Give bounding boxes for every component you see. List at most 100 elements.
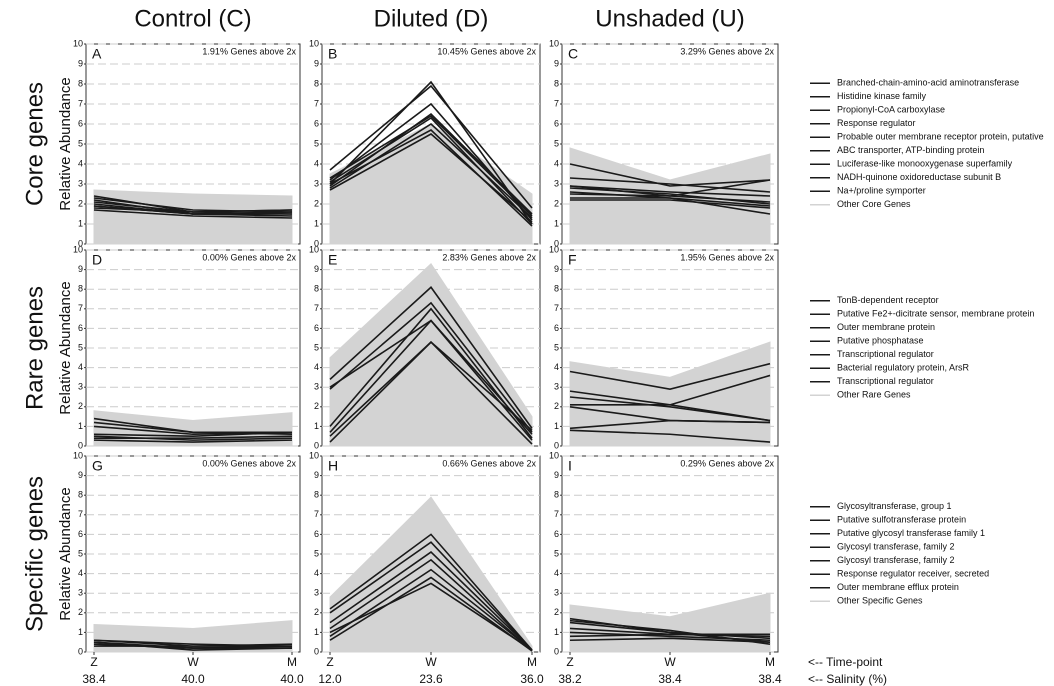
- gene-line: [93, 643, 292, 649]
- y-tick-label: 4: [554, 568, 559, 578]
- y-tick-label: 6: [78, 529, 83, 539]
- y-tick-label: 7: [314, 509, 319, 519]
- y-tick-label: 9: [314, 264, 319, 274]
- y-tick-label: 8: [314, 490, 319, 500]
- panel-annotation: 1.95% Genes above 2x: [680, 252, 774, 262]
- legend-label: Putative Fe2+-dicitrate sensor, membrane…: [837, 309, 1034, 319]
- panel-letter: E: [328, 252, 337, 268]
- y-tick-label: 2: [554, 401, 559, 411]
- gene-line: [93, 205, 293, 215]
- y-tick-label: 6: [554, 529, 559, 539]
- y-tick-label: 7: [554, 303, 559, 313]
- y-tick-label: 5: [314, 342, 319, 352]
- other-genes-area: [569, 341, 771, 447]
- gene-line: [570, 197, 771, 207]
- y-tick-label: 9: [314, 58, 319, 68]
- y-tick-label: 0: [554, 440, 559, 450]
- y-tick-label: 8: [554, 78, 559, 88]
- legend-label: Branched-chain-amino-acid aminotransfera…: [837, 78, 1019, 88]
- gene-line: [569, 177, 771, 193]
- legend-label: ABC transporter, ATP-binding protein: [837, 145, 984, 155]
- y-tick-label: 8: [78, 284, 83, 294]
- gene-line: [329, 112, 533, 215]
- panel-annotation: 3.29% Genes above 2x: [680, 46, 774, 56]
- gene-line: [569, 185, 771, 197]
- gene-line: [329, 582, 533, 651]
- y-tick-label: 6: [554, 118, 559, 128]
- y-tick-label: 3: [314, 588, 319, 598]
- y-tick-label: 2: [314, 198, 319, 208]
- gene-line: [570, 374, 771, 406]
- legend-label: NADH-quinone oxidoreductase subunit B: [837, 172, 1001, 182]
- y-tick-label: 7: [78, 509, 83, 519]
- legend-label: Outer membrane efflux protein: [837, 582, 959, 592]
- row-label: Core genes: [21, 82, 48, 206]
- y-tick-label: 7: [554, 98, 559, 108]
- y-tick-label: 3: [78, 382, 83, 392]
- y-tick-label: 4: [78, 158, 83, 168]
- y-tick-label: 2: [78, 607, 83, 617]
- y-tick-label: 3: [78, 588, 83, 598]
- panel-annotation: 0.00% Genes above 2x: [202, 252, 296, 262]
- x-tick-label: Z: [90, 655, 97, 669]
- gene-line: [569, 396, 771, 422]
- gene-line: [569, 633, 771, 638]
- panel-annotation: 10.45% Genes above 2x: [437, 46, 536, 56]
- gene-line: [93, 197, 293, 213]
- panel-annotation: 2.83% Genes above 2x: [442, 252, 536, 262]
- y-tick-label: 3: [554, 178, 559, 188]
- y-tick-label: 6: [554, 323, 559, 333]
- y-tick-label: 5: [78, 138, 83, 148]
- y-tick-label: 1: [314, 218, 319, 228]
- y-tick-label: 8: [78, 490, 83, 500]
- legend-label: Putative glycosyl transferase family 1: [837, 528, 985, 538]
- legend-label: Response regulator: [837, 118, 916, 128]
- x-tick-label: Z: [326, 655, 333, 669]
- legend-label: Glycosyl transferase, family 2: [837, 555, 955, 565]
- x-tick-label: W: [187, 655, 199, 669]
- y-tick-label: 1: [554, 421, 559, 431]
- y-tick-label: 4: [314, 158, 319, 168]
- gene-line: [93, 209, 293, 219]
- legend-label: Response regulator receiver, secreted: [837, 569, 989, 579]
- y-tick-label: 0: [78, 238, 83, 248]
- y-tick-label: 8: [314, 284, 319, 294]
- legend-label: Probable outer membrane receptor protein…: [837, 132, 1044, 142]
- y-tick-label: 4: [314, 568, 319, 578]
- gene-line: [329, 84, 533, 209]
- y-tick-label: 1: [554, 218, 559, 228]
- legend-label: Glycosyltransferase, group 1: [837, 501, 952, 511]
- y-tick-label: 5: [554, 548, 559, 558]
- y-tick-label: 9: [554, 264, 559, 274]
- gene-line: [329, 558, 533, 652]
- y-tick-label: 2: [554, 198, 559, 208]
- gene-line: [93, 639, 293, 647]
- y-tick-label: 5: [314, 548, 319, 558]
- y-tick-label: 10: [309, 244, 319, 254]
- gene-line: [329, 116, 533, 225]
- legend-label: Propionyl-CoA carboxylase: [837, 105, 945, 115]
- gene-line: [329, 307, 533, 439]
- y-tick-label: 8: [314, 78, 319, 88]
- y-tick-label: 3: [314, 382, 319, 392]
- y-tick-label: 7: [314, 303, 319, 313]
- gene-line: [329, 568, 533, 651]
- panel-letter: G: [92, 458, 103, 474]
- y-tick-label: 4: [314, 362, 319, 372]
- legend-label: Other Specific Genes: [837, 596, 923, 606]
- x-tick-label: M: [287, 655, 297, 669]
- legend-label: Other Core Genes: [837, 199, 911, 209]
- other-genes-area: [93, 620, 293, 653]
- gene-line: [93, 421, 293, 436]
- y-tick-label: 4: [554, 362, 559, 372]
- panel-annotation: 0.66% Genes above 2x: [442, 458, 536, 468]
- panel-letter: A: [92, 46, 102, 62]
- gene-line: [569, 193, 771, 203]
- gene-line: [329, 341, 533, 437]
- y-tick-label: 0: [554, 646, 559, 656]
- panel-letter: C: [568, 46, 578, 62]
- y-tick-label: 3: [78, 178, 83, 188]
- y-tick-label: 10: [549, 38, 559, 48]
- legend-label: Luciferase-like monooxygenase superfamil…: [837, 159, 1013, 169]
- y-tick-label: 5: [78, 342, 83, 352]
